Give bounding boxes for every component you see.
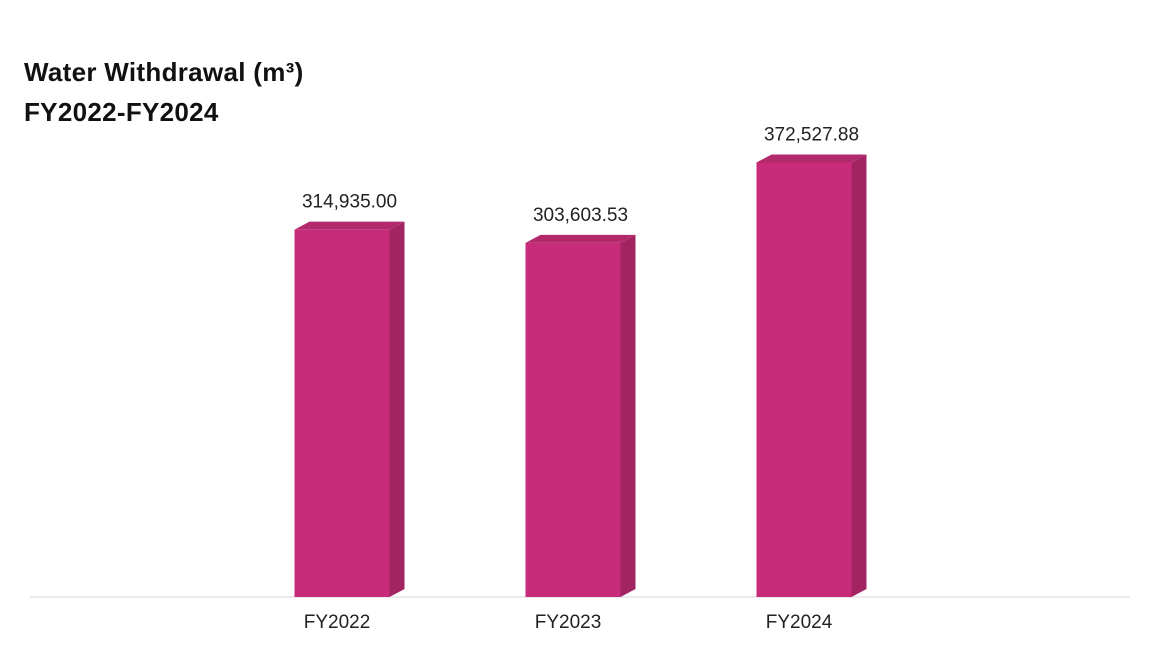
bar-fy2023	[525, 234, 636, 597]
bar-front-face	[294, 229, 390, 598]
data-label: 314,935.00	[302, 192, 397, 213]
bar-side-face	[389, 221, 405, 598]
bar-top-face	[525, 234, 636, 243]
bar-side-face	[620, 234, 636, 597]
bar-front-face	[525, 242, 621, 597]
bar-side-face	[851, 154, 867, 597]
bar-front-face	[756, 162, 852, 597]
x-tick-label: FY2024	[766, 612, 833, 633]
data-labels-group: 314,935.00 303,603.53 372,527.88	[302, 125, 859, 226]
data-label: 303,603.53	[533, 205, 628, 226]
x-tick-label: FY2022	[304, 612, 371, 633]
bars-group	[294, 154, 867, 598]
data-label: 372,527.88	[764, 125, 859, 146]
chart-title: Water Withdrawal (m³)	[24, 57, 304, 87]
chart-subtitle: FY2022-FY2024	[24, 97, 219, 127]
x-tick-label: FY2023	[535, 612, 602, 633]
bar-top-face	[756, 154, 867, 163]
bar-fy2024	[756, 154, 867, 597]
x-tick-labels-group: FY2022 FY2023 FY2024	[304, 612, 833, 633]
chart-title-block: Water Withdrawal (m³) FY2022-FY2024	[24, 52, 304, 132]
bar-top-face	[294, 221, 405, 230]
bar-fy2022	[294, 221, 405, 598]
